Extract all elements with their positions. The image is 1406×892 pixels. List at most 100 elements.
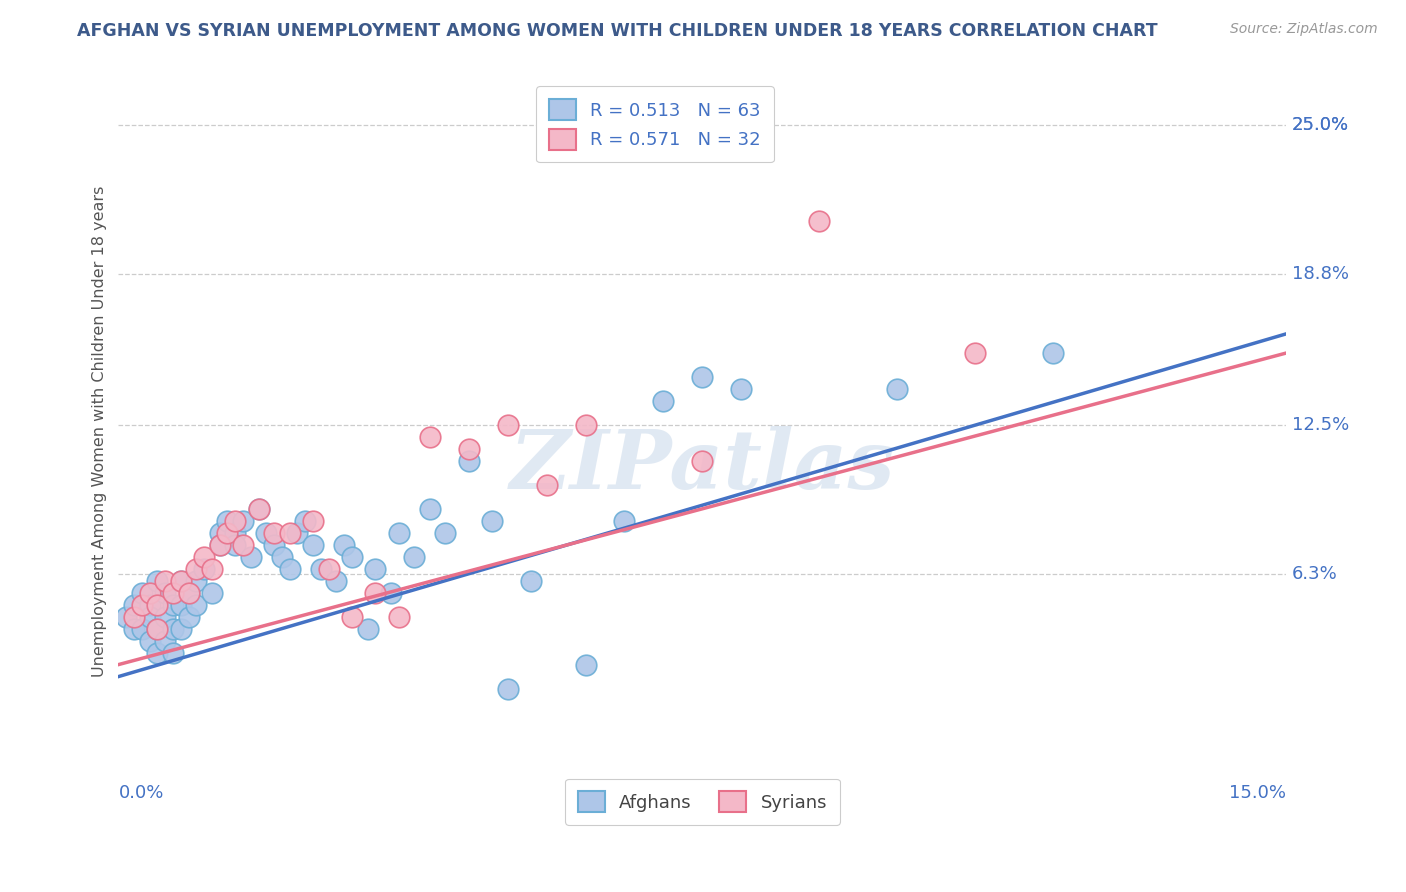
- Point: [652, 394, 675, 409]
- Point: [131, 585, 153, 599]
- Point: [153, 574, 176, 588]
- Point: [232, 538, 254, 552]
- Point: [278, 562, 301, 576]
- Point: [170, 574, 193, 588]
- Point: [208, 525, 231, 540]
- Point: [309, 562, 332, 576]
- Point: [217, 514, 239, 528]
- Point: [356, 622, 378, 636]
- Point: [193, 562, 215, 576]
- Point: [153, 609, 176, 624]
- Point: [177, 585, 200, 599]
- Text: 25.0%: 25.0%: [1292, 116, 1350, 135]
- Point: [457, 442, 479, 456]
- Point: [162, 598, 184, 612]
- Point: [193, 549, 215, 564]
- Point: [162, 585, 184, 599]
- Point: [318, 562, 340, 576]
- Text: 6.3%: 6.3%: [1292, 565, 1337, 582]
- Point: [287, 525, 309, 540]
- Point: [380, 585, 402, 599]
- Point: [294, 514, 316, 528]
- Point: [138, 633, 160, 648]
- Point: [232, 514, 254, 528]
- Point: [364, 562, 387, 576]
- Point: [340, 549, 363, 564]
- Point: [574, 417, 596, 432]
- Point: [247, 501, 270, 516]
- Point: [457, 454, 479, 468]
- Point: [340, 609, 363, 624]
- Point: [122, 609, 145, 624]
- Point: [278, 525, 301, 540]
- Point: [170, 574, 193, 588]
- Point: [613, 514, 636, 528]
- Text: 15.0%: 15.0%: [1229, 784, 1286, 803]
- Point: [201, 562, 224, 576]
- Point: [419, 501, 441, 516]
- Legend: Afghans, Syrians: Afghans, Syrians: [565, 779, 839, 825]
- Point: [496, 417, 519, 432]
- Point: [520, 574, 543, 588]
- Y-axis label: Unemployment Among Women with Children Under 18 years: Unemployment Among Women with Children U…: [93, 186, 107, 677]
- Point: [146, 598, 169, 612]
- Point: [690, 370, 713, 384]
- Text: Source: ZipAtlas.com: Source: ZipAtlas.com: [1230, 22, 1378, 37]
- Point: [162, 622, 184, 636]
- Point: [574, 657, 596, 672]
- Point: [186, 598, 208, 612]
- Point: [263, 525, 285, 540]
- Point: [122, 598, 145, 612]
- Point: [419, 430, 441, 444]
- Point: [325, 574, 347, 588]
- Point: [115, 609, 138, 624]
- Point: [131, 598, 153, 612]
- Point: [886, 382, 908, 396]
- Point: [224, 525, 246, 540]
- Point: [730, 382, 752, 396]
- Point: [263, 538, 285, 552]
- Point: [146, 574, 169, 588]
- Point: [146, 646, 169, 660]
- Point: [201, 585, 224, 599]
- Point: [170, 598, 193, 612]
- Point: [388, 525, 411, 540]
- Text: AFGHAN VS SYRIAN UNEMPLOYMENT AMONG WOMEN WITH CHILDREN UNDER 18 YEARS CORRELATI: AFGHAN VS SYRIAN UNEMPLOYMENT AMONG WOME…: [77, 22, 1159, 40]
- Point: [186, 562, 208, 576]
- Point: [138, 598, 160, 612]
- Point: [364, 585, 387, 599]
- Text: 0.0%: 0.0%: [118, 784, 165, 803]
- Point: [177, 609, 200, 624]
- Point: [333, 538, 356, 552]
- Point: [162, 646, 184, 660]
- Text: 25.0%: 25.0%: [1292, 116, 1350, 135]
- Point: [224, 538, 246, 552]
- Point: [146, 622, 169, 636]
- Point: [153, 585, 176, 599]
- Point: [690, 454, 713, 468]
- Point: [247, 501, 270, 516]
- Text: 12.5%: 12.5%: [1292, 416, 1350, 434]
- Point: [122, 622, 145, 636]
- Point: [302, 538, 325, 552]
- Point: [146, 622, 169, 636]
- Point: [208, 538, 231, 552]
- Point: [186, 574, 208, 588]
- Text: ZIPatlas: ZIPatlas: [509, 426, 896, 507]
- Point: [138, 585, 160, 599]
- Point: [271, 549, 294, 564]
- Point: [131, 622, 153, 636]
- Point: [170, 622, 193, 636]
- Point: [404, 549, 426, 564]
- Point: [302, 514, 325, 528]
- Point: [808, 214, 831, 228]
- Point: [239, 549, 262, 564]
- Point: [388, 609, 411, 624]
- Text: 18.8%: 18.8%: [1292, 265, 1348, 283]
- Point: [536, 478, 558, 492]
- Point: [254, 525, 277, 540]
- Point: [208, 538, 231, 552]
- Point: [1042, 346, 1064, 360]
- Point: [138, 609, 160, 624]
- Point: [481, 514, 503, 528]
